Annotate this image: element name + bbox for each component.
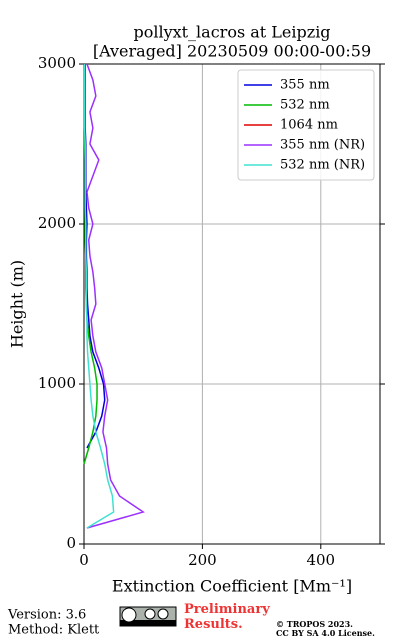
x-axis-label: Extinction Coefficient [Mm⁻¹] [112, 577, 352, 596]
x-tick-label: 0 [79, 551, 89, 569]
plot-frame [83, 63, 381, 545]
legend-label: 355 nm (NR) [280, 138, 365, 153]
series-line [84, 64, 106, 449]
legend-box [237, 69, 375, 181]
preliminary-box: Preliminary Results. [184, 602, 270, 632]
license: CC BY SA 4.0 License. [276, 628, 375, 638]
chart-subtitle: [Averaged] 20230509 00:00-00:59 [93, 42, 371, 61]
chart-title: pollyxt_lacros at Leipzig [133, 23, 330, 42]
legend-label: 1064 nm [280, 118, 338, 133]
copyright: © TROPOS 2023. [276, 619, 353, 629]
legend-label: 532 nm (NR) [280, 158, 365, 173]
preliminary: Preliminary Results. [184, 602, 270, 632]
cc-logo [119, 606, 177, 627]
y-tick-label: 0 [66, 534, 76, 552]
y-tick-label: 2000 [38, 214, 76, 232]
method: Method: Klett [8, 623, 100, 638]
y-axis-label: Height (m) [8, 260, 27, 348]
series-line [86, 63, 145, 529]
x-tick-label: 200 [188, 551, 217, 569]
series-line [83, 64, 115, 529]
legend-label: 532 nm [280, 98, 330, 113]
legend-label: 355 nm [280, 78, 330, 93]
y-tick-label: 1000 [38, 374, 76, 392]
x-tick-label: 400 [306, 551, 335, 569]
version: Version: 3.6 [7, 608, 86, 623]
y-tick-label: 3000 [38, 54, 76, 72]
